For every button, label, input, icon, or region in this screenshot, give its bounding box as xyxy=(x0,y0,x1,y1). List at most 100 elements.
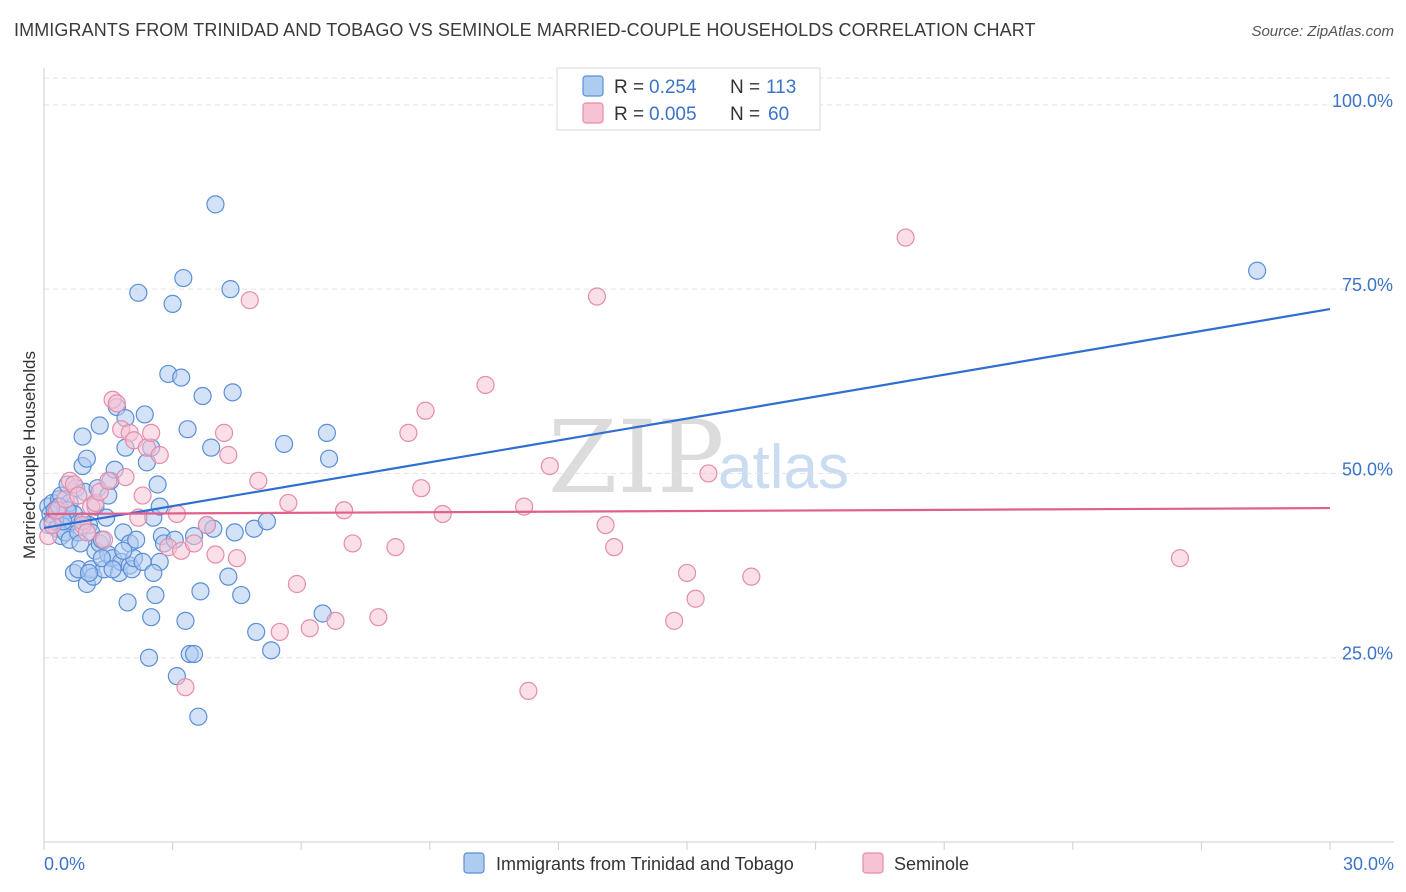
data-point-blue xyxy=(148,475,167,494)
y-axis-title: Married-couple Households xyxy=(20,351,39,559)
chart-title: IMMIGRANTS FROM TRINIDAD AND TOBAGO VS S… xyxy=(14,20,1036,40)
data-point-blue xyxy=(174,268,193,288)
data-point-blue xyxy=(317,423,337,442)
legend-n-label-immigrants: N = xyxy=(730,77,760,98)
watermark-atlas: atlas xyxy=(718,433,849,502)
data-point-blue xyxy=(189,707,208,726)
series-seminole-points xyxy=(39,228,1190,700)
series-immigrants-points xyxy=(39,195,1267,726)
data-point-pink xyxy=(742,567,761,586)
legend-r-value-seminole: 0.005 xyxy=(649,104,697,125)
data-point-pink xyxy=(94,530,114,549)
data-point-blue xyxy=(178,420,197,439)
data-point-blue xyxy=(202,438,221,457)
data-point-blue xyxy=(225,523,244,542)
data-point-pink xyxy=(416,401,435,420)
data-point-pink xyxy=(399,423,418,442)
data-point-blue xyxy=(206,195,225,214)
data-point-pink xyxy=(665,611,684,630)
data-point-blue xyxy=(142,608,161,627)
y-tick-label: 75.0% xyxy=(1342,275,1393,295)
data-point-blue xyxy=(232,585,251,605)
y-tick-label: 50.0% xyxy=(1342,459,1393,479)
y-tick-label: 25.0% xyxy=(1342,644,1393,664)
data-point-blue xyxy=(172,368,191,387)
data-point-pink xyxy=(300,619,319,638)
data-point-blue xyxy=(193,386,212,406)
legend-n-value-seminole: 60 xyxy=(768,104,789,125)
watermark-zip: ZIP xyxy=(548,399,724,516)
data-point-pink xyxy=(69,486,88,505)
data-point-blue xyxy=(163,294,182,313)
data-point-pink xyxy=(343,534,362,553)
data-point-pink xyxy=(249,471,268,490)
legend-swatch-immigrants xyxy=(582,75,604,97)
data-point-pink xyxy=(386,538,405,557)
data-point-blue xyxy=(274,434,294,454)
x-tick-label-min: 0.0% xyxy=(44,854,85,874)
legend-swatch-seminole xyxy=(582,102,604,124)
data-point-pink xyxy=(99,471,118,490)
data-point-blue xyxy=(139,648,159,667)
chart-source: Source: ZipAtlas.com xyxy=(1251,23,1394,40)
data-point-pink xyxy=(699,464,718,483)
data-point-pink xyxy=(896,228,915,247)
data-point-pink xyxy=(219,445,238,465)
data-point-blue xyxy=(223,383,242,402)
data-point-pink xyxy=(142,423,161,442)
data-point-blue xyxy=(184,644,204,664)
bottom-legend-swatch-seminole xyxy=(862,852,884,874)
bottom-legend-label-immigrants: Immigrants from Trinidad and Tobago xyxy=(496,854,794,874)
data-point-pink xyxy=(1170,549,1190,568)
bottom-legend-swatch-immigrants xyxy=(463,852,485,874)
series-legend: Immigrants from Trinidad and Tobago Semi… xyxy=(463,852,969,874)
data-point-blue xyxy=(221,280,240,299)
data-point-blue xyxy=(191,582,210,601)
x-tick-label-max: 30.0% xyxy=(1343,854,1394,874)
data-point-blue xyxy=(118,593,137,612)
data-point-blue xyxy=(262,641,281,660)
legend-r-label-seminole: R = xyxy=(614,104,644,125)
data-point-blue xyxy=(114,541,133,560)
data-point-blue xyxy=(90,416,109,435)
data-point-pink xyxy=(519,681,538,700)
trend-line-immigrants xyxy=(43,307,1331,530)
data-point-pink xyxy=(176,678,195,697)
data-point-pink xyxy=(240,291,259,310)
data-point-pink xyxy=(107,394,126,413)
data-point-blue xyxy=(144,563,163,583)
data-point-pink xyxy=(287,574,307,594)
data-point-blue xyxy=(77,449,96,468)
data-point-pink xyxy=(197,515,216,535)
data-point-pink xyxy=(587,287,607,306)
bottom-legend-label-seminole: Seminole xyxy=(894,854,969,874)
x-axis-ticks xyxy=(43,842,1331,850)
legend-n-label-seminole: N = xyxy=(730,104,760,125)
data-point-pink xyxy=(206,545,225,564)
data-point-pink xyxy=(150,445,169,465)
data-point-blue xyxy=(176,611,195,630)
data-point-pink xyxy=(686,589,705,608)
data-point-blue xyxy=(79,563,99,583)
data-point-blue xyxy=(146,585,165,605)
data-point-blue xyxy=(247,622,266,642)
data-point-pink xyxy=(412,479,431,498)
data-point-blue xyxy=(1248,261,1267,280)
data-point-blue xyxy=(129,283,148,302)
data-point-pink xyxy=(184,534,204,553)
data-point-blue xyxy=(92,549,111,568)
data-point-pink xyxy=(133,486,152,505)
data-point-pink xyxy=(476,375,495,395)
data-point-blue xyxy=(127,530,146,549)
data-point-pink xyxy=(77,523,96,542)
gridlines xyxy=(44,77,1394,659)
data-point-pink xyxy=(433,504,452,524)
stats-legend: R = 0.254 N = 113 R = 0.005 N = 60 xyxy=(556,67,821,131)
legend-r-label-immigrants: R = xyxy=(614,77,644,98)
data-point-pink xyxy=(227,549,246,568)
data-point-pink xyxy=(270,622,289,642)
data-point-pink xyxy=(677,563,697,583)
data-point-blue xyxy=(219,567,238,586)
data-point-pink xyxy=(596,515,615,535)
